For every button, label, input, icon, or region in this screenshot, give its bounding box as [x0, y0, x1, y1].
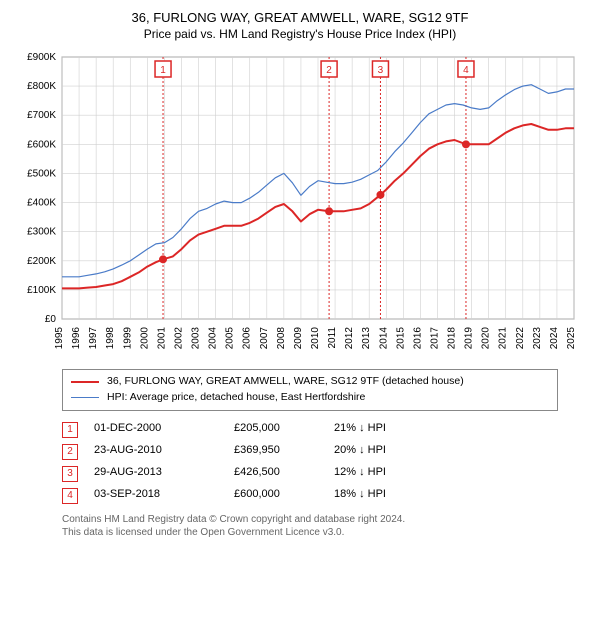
sales-row: 2 23-AUG-2010£369,95020% ↓ HPI — [62, 441, 558, 463]
svg-text:£700K: £700K — [27, 110, 56, 121]
legend-row-hpi: HPI: Average price, detached house, East… — [71, 390, 549, 406]
svg-text:£800K: £800K — [27, 81, 56, 92]
svg-text:2005: 2005 — [225, 327, 236, 350]
sales-row: 4 03-SEP-2018£600,00018% ↓ HPI — [62, 485, 558, 507]
sale-price: £600,000 — [234, 488, 334, 504]
svg-text:1996: 1996 — [71, 327, 82, 350]
sale-delta: 21% ↓ HPI — [334, 422, 454, 438]
sale-delta: 20% ↓ HPI — [334, 444, 454, 460]
svg-text:2020: 2020 — [481, 327, 492, 350]
svg-text:3: 3 — [378, 65, 384, 76]
sale-price: £205,000 — [234, 422, 334, 438]
svg-text:2004: 2004 — [208, 327, 219, 350]
sale-delta: 12% ↓ HPI — [334, 466, 454, 482]
svg-text:2022: 2022 — [515, 327, 526, 350]
svg-text:2023: 2023 — [532, 327, 543, 350]
svg-text:2003: 2003 — [191, 327, 202, 350]
svg-text:2017: 2017 — [429, 327, 440, 350]
svg-text:£0: £0 — [45, 314, 57, 325]
sale-date: 01-DEC-2000 — [94, 422, 234, 438]
svg-text:2011: 2011 — [327, 327, 338, 349]
svg-text:2009: 2009 — [293, 327, 304, 350]
svg-text:2018: 2018 — [447, 327, 458, 350]
svg-text:2000: 2000 — [139, 327, 150, 350]
svg-text:1999: 1999 — [122, 327, 133, 350]
svg-text:£500K: £500K — [27, 168, 56, 179]
legend-row-property: 36, FURLONG WAY, GREAT AMWELL, WARE, SG1… — [71, 374, 549, 390]
sale-marker-number: 2 — [62, 444, 78, 460]
svg-text:£200K: £200K — [27, 256, 56, 267]
svg-text:£100K: £100K — [27, 285, 56, 296]
sale-date: 29-AUG-2013 — [94, 466, 234, 482]
chart-title-main: 36, FURLONG WAY, GREAT AMWELL, WARE, SG1… — [10, 10, 590, 25]
legend-swatch-hpi — [71, 397, 99, 398]
sale-date: 03-SEP-2018 — [94, 488, 234, 504]
svg-text:2001: 2001 — [156, 327, 167, 350]
sale-date: 23-AUG-2010 — [94, 444, 234, 460]
chart-title-sub: Price paid vs. HM Land Registry's House … — [10, 27, 590, 41]
svg-text:2008: 2008 — [276, 327, 287, 350]
legend: 36, FURLONG WAY, GREAT AMWELL, WARE, SG1… — [62, 369, 558, 411]
legend-label-property: 36, FURLONG WAY, GREAT AMWELL, WARE, SG1… — [107, 374, 464, 390]
svg-text:2006: 2006 — [242, 327, 253, 350]
svg-text:2015: 2015 — [395, 327, 406, 350]
footer-attribution: Contains HM Land Registry data © Crown c… — [62, 513, 558, 539]
svg-text:2: 2 — [326, 65, 332, 76]
svg-text:1: 1 — [160, 65, 166, 76]
svg-text:2019: 2019 — [464, 327, 475, 350]
svg-text:2012: 2012 — [344, 327, 355, 350]
svg-text:£600K: £600K — [27, 139, 56, 150]
sale-price: £369,950 — [234, 444, 334, 460]
svg-text:£900K: £900K — [27, 52, 56, 63]
svg-text:1998: 1998 — [105, 327, 116, 350]
legend-swatch-property — [71, 381, 99, 383]
svg-text:2021: 2021 — [498, 327, 509, 350]
svg-text:2025: 2025 — [566, 327, 577, 350]
svg-text:1997: 1997 — [88, 327, 99, 350]
sale-price: £426,500 — [234, 466, 334, 482]
price-chart-svg: £0 £100K £200K £300K £400K £500K £600K £700K £80… — [10, 49, 590, 359]
footer-line1: Contains HM Land Registry data © Crown c… — [62, 513, 558, 526]
svg-text:2007: 2007 — [259, 327, 270, 350]
sale-delta: 18% ↓ HPI — [334, 488, 454, 504]
svg-text:2002: 2002 — [173, 327, 184, 350]
sales-row: 3 29-AUG-2013£426,50012% ↓ HPI — [62, 463, 558, 485]
svg-text:1995: 1995 — [54, 327, 65, 350]
svg-text:£300K: £300K — [27, 227, 56, 238]
chart-title-block: 36, FURLONG WAY, GREAT AMWELL, WARE, SG1… — [10, 10, 590, 41]
footer-line2: This data is licensed under the Open Gov… — [62, 526, 558, 539]
svg-text:2014: 2014 — [378, 327, 389, 350]
legend-label-hpi: HPI: Average price, detached house, East… — [107, 390, 365, 406]
sales-row: 1 01-DEC-2000£205,00021% ↓ HPI — [62, 419, 558, 441]
svg-text:2024: 2024 — [549, 327, 560, 350]
sale-marker-number: 1 — [62, 422, 78, 438]
svg-text:2016: 2016 — [412, 327, 423, 350]
sale-marker-number: 3 — [62, 466, 78, 482]
svg-text:£400K: £400K — [27, 198, 56, 209]
sales-table: 1 01-DEC-2000£205,00021% ↓ HPI 2 23-AUG-201… — [62, 419, 558, 507]
svg-text:4: 4 — [463, 65, 469, 76]
sale-marker-number: 4 — [62, 488, 78, 504]
chart-container: £0 £100K £200K £300K £400K £500K £600K £700K £80… — [10, 49, 590, 359]
svg-text:2010: 2010 — [310, 327, 321, 350]
svg-text:2013: 2013 — [361, 327, 372, 350]
